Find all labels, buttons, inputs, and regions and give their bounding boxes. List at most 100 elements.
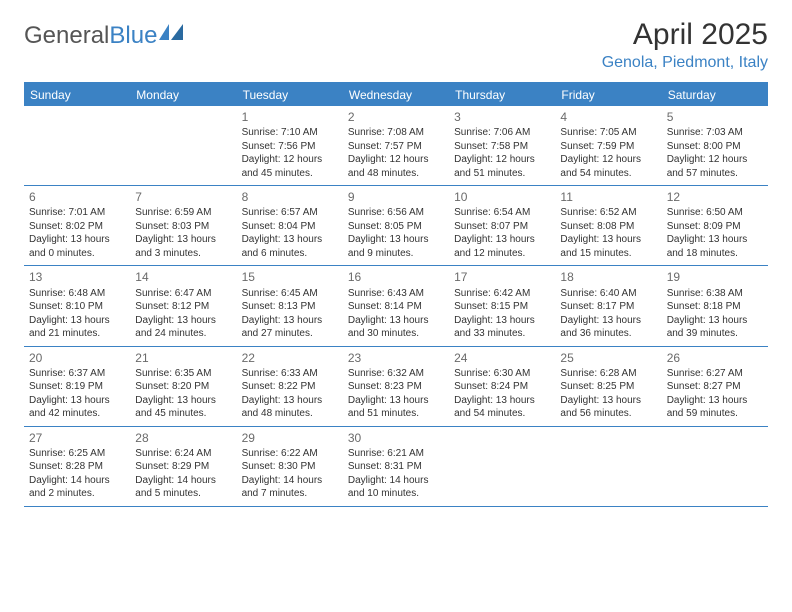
day-cell: 14Sunrise: 6:47 AMSunset: 8:12 PMDayligh… <box>130 266 236 345</box>
sunrise-line: Sunrise: 6:28 AM <box>560 367 656 381</box>
sunset-line: Sunset: 8:25 PM <box>560 380 656 394</box>
daylight-line: Daylight: 13 hours and 36 minutes. <box>560 314 656 341</box>
day-number: 26 <box>667 350 763 366</box>
daylight-line: Daylight: 13 hours and 24 minutes. <box>135 314 231 341</box>
day-cell: 23Sunrise: 6:32 AMSunset: 8:23 PMDayligh… <box>343 347 449 426</box>
sunset-line: Sunset: 8:29 PM <box>135 460 231 474</box>
sunset-line: Sunset: 8:02 PM <box>29 220 125 234</box>
weekday-cell: Sunday <box>24 84 130 106</box>
sunrise-line: Sunrise: 6:22 AM <box>242 447 338 461</box>
day-number: 27 <box>29 430 125 446</box>
daylight-line: Daylight: 12 hours and 51 minutes. <box>454 153 550 180</box>
month-title: April 2025 <box>602 18 768 52</box>
daylight-line: Daylight: 13 hours and 54 minutes. <box>454 394 550 421</box>
sunset-line: Sunset: 8:30 PM <box>242 460 338 474</box>
daylight-line: Daylight: 13 hours and 45 minutes. <box>135 394 231 421</box>
day-cell: 1Sunrise: 7:10 AMSunset: 7:56 PMDaylight… <box>237 106 343 185</box>
sunrise-line: Sunrise: 6:59 AM <box>135 206 231 220</box>
weeks-container: 1Sunrise: 7:10 AMSunset: 7:56 PMDaylight… <box>24 106 768 507</box>
sunset-line: Sunset: 8:22 PM <box>242 380 338 394</box>
sunset-line: Sunset: 8:07 PM <box>454 220 550 234</box>
daylight-line: Daylight: 14 hours and 7 minutes. <box>242 474 338 501</box>
day-number: 19 <box>667 269 763 285</box>
daylight-line: Daylight: 13 hours and 39 minutes. <box>667 314 763 341</box>
day-cell: 17Sunrise: 6:42 AMSunset: 8:15 PMDayligh… <box>449 266 555 345</box>
logo-text-1: General <box>24 22 109 50</box>
day-number: 16 <box>348 269 444 285</box>
sunset-line: Sunset: 8:05 PM <box>348 220 444 234</box>
weekday-cell: Thursday <box>449 84 555 106</box>
day-cell: 5Sunrise: 7:03 AMSunset: 8:00 PMDaylight… <box>662 106 768 185</box>
day-number: 25 <box>560 350 656 366</box>
location-label: Genola, Piedmont, Italy <box>602 54 768 72</box>
weekday-cell: Monday <box>130 84 236 106</box>
daylight-line: Daylight: 13 hours and 51 minutes. <box>348 394 444 421</box>
daylight-line: Daylight: 12 hours and 48 minutes. <box>348 153 444 180</box>
weekday-cell: Friday <box>555 84 661 106</box>
logo-sail-icon <box>159 24 183 40</box>
day-number: 28 <box>135 430 231 446</box>
day-number: 4 <box>560 109 656 125</box>
day-cell: 30Sunrise: 6:21 AMSunset: 8:31 PMDayligh… <box>343 427 449 506</box>
sunrise-line: Sunrise: 6:45 AM <box>242 287 338 301</box>
day-number: 22 <box>242 350 338 366</box>
sunrise-line: Sunrise: 6:30 AM <box>454 367 550 381</box>
daylight-line: Daylight: 13 hours and 48 minutes. <box>242 394 338 421</box>
day-cell: 9Sunrise: 6:56 AMSunset: 8:05 PMDaylight… <box>343 186 449 265</box>
sunrise-line: Sunrise: 6:32 AM <box>348 367 444 381</box>
sunrise-line: Sunrise: 6:27 AM <box>667 367 763 381</box>
sunrise-line: Sunrise: 6:48 AM <box>29 287 125 301</box>
sunset-line: Sunset: 8:24 PM <box>454 380 550 394</box>
sunset-line: Sunset: 7:56 PM <box>242 140 338 154</box>
sunset-line: Sunset: 7:58 PM <box>454 140 550 154</box>
sunset-line: Sunset: 8:13 PM <box>242 300 338 314</box>
sunrise-line: Sunrise: 6:47 AM <box>135 287 231 301</box>
day-number: 29 <box>242 430 338 446</box>
sunrise-line: Sunrise: 6:21 AM <box>348 447 444 461</box>
weekday-cell: Saturday <box>662 84 768 106</box>
day-cell <box>449 427 555 506</box>
day-number: 18 <box>560 269 656 285</box>
day-number: 21 <box>135 350 231 366</box>
sunset-line: Sunset: 8:09 PM <box>667 220 763 234</box>
day-number: 2 <box>348 109 444 125</box>
sunset-line: Sunset: 8:04 PM <box>242 220 338 234</box>
day-cell: 21Sunrise: 6:35 AMSunset: 8:20 PMDayligh… <box>130 347 236 426</box>
sunset-line: Sunset: 8:27 PM <box>667 380 763 394</box>
day-cell: 7Sunrise: 6:59 AMSunset: 8:03 PMDaylight… <box>130 186 236 265</box>
sunset-line: Sunset: 8:14 PM <box>348 300 444 314</box>
calendar: SundayMondayTuesdayWednesdayThursdayFrid… <box>24 82 768 507</box>
day-cell: 28Sunrise: 6:24 AMSunset: 8:29 PMDayligh… <box>130 427 236 506</box>
sunrise-line: Sunrise: 6:52 AM <box>560 206 656 220</box>
sunset-line: Sunset: 8:31 PM <box>348 460 444 474</box>
day-number: 20 <box>29 350 125 366</box>
sunrise-line: Sunrise: 6:43 AM <box>348 287 444 301</box>
weekday-cell: Tuesday <box>237 84 343 106</box>
day-cell <box>24 106 130 185</box>
day-cell: 10Sunrise: 6:54 AMSunset: 8:07 PMDayligh… <box>449 186 555 265</box>
daylight-line: Daylight: 14 hours and 5 minutes. <box>135 474 231 501</box>
sunrise-line: Sunrise: 6:54 AM <box>454 206 550 220</box>
day-number: 1 <box>242 109 338 125</box>
daylight-line: Daylight: 13 hours and 9 minutes. <box>348 233 444 260</box>
daylight-line: Daylight: 13 hours and 12 minutes. <box>454 233 550 260</box>
sunrise-line: Sunrise: 7:08 AM <box>348 126 444 140</box>
week-row: 6Sunrise: 7:01 AMSunset: 8:02 PM Daylight… <box>24 186 768 266</box>
sunrise-line: Sunrise: 6:42 AM <box>454 287 550 301</box>
week-row: 13Sunrise: 6:48 AMSunset: 8:10 PMDayligh… <box>24 266 768 346</box>
sunset-line: Sunset: 8:00 PM <box>667 140 763 154</box>
sunrise-line: Sunrise: 7:01 AM <box>29 206 125 220</box>
daylight-line: Daylight: 13 hours and 6 minutes. <box>242 233 338 260</box>
sunrise-line: Sunrise: 6:24 AM <box>135 447 231 461</box>
sunset-line: Sunset: 8:15 PM <box>454 300 550 314</box>
day-number: 9 <box>348 189 444 205</box>
day-number: 6 <box>29 189 125 205</box>
day-cell <box>662 427 768 506</box>
sunrise-line: Sunrise: 7:06 AM <box>454 126 550 140</box>
sunrise-line: Sunrise: 6:38 AM <box>667 287 763 301</box>
day-cell: 13Sunrise: 6:48 AMSunset: 8:10 PMDayligh… <box>24 266 130 345</box>
sunrise-line: Sunrise: 6:33 AM <box>242 367 338 381</box>
day-number: 5 <box>667 109 763 125</box>
day-cell: 19Sunrise: 6:38 AMSunset: 8:18 PMDayligh… <box>662 266 768 345</box>
day-number: 10 <box>454 189 550 205</box>
